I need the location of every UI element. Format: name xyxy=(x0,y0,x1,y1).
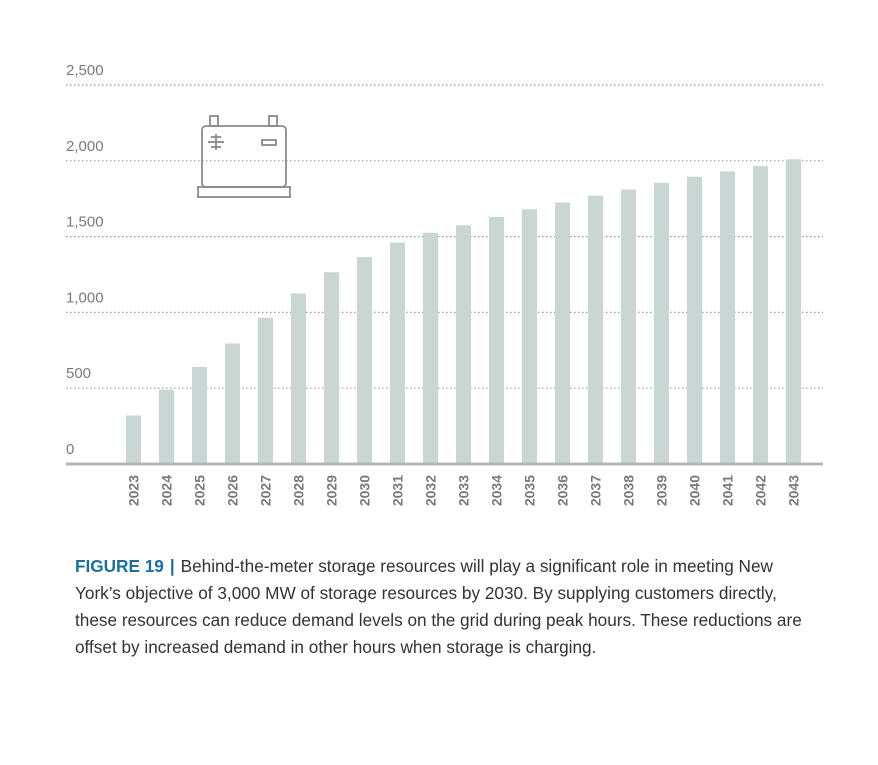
bar xyxy=(753,166,768,463)
bar xyxy=(621,189,636,463)
bar xyxy=(126,415,141,463)
y-tick-label: 0 xyxy=(66,441,74,458)
bar xyxy=(588,195,603,463)
battery-icon xyxy=(197,115,291,198)
y-tick-label: 2,000 xyxy=(66,138,104,155)
x-tick-label: 2025 xyxy=(192,475,208,506)
x-tick-label: 2043 xyxy=(786,475,802,506)
x-tick-label: 2039 xyxy=(654,475,670,506)
bar xyxy=(192,366,207,463)
bar xyxy=(390,242,405,463)
caption-text: Behind-the-meter storage resources will … xyxy=(75,556,802,657)
caption-separator: | xyxy=(169,556,175,576)
bar xyxy=(720,171,735,463)
figure-label: FIGURE 19 xyxy=(75,556,164,576)
x-tick-label: 2042 xyxy=(753,475,769,506)
y-tick-label: 1,500 xyxy=(66,214,104,231)
x-tick-label: 2032 xyxy=(423,475,439,506)
x-tick-label: 2033 xyxy=(456,475,472,506)
x-tick-label: 2026 xyxy=(225,475,241,506)
bar xyxy=(687,176,702,463)
bar xyxy=(423,232,438,463)
bar xyxy=(456,225,471,463)
x-tick-label: 2035 xyxy=(522,475,538,506)
bar xyxy=(159,389,174,463)
gridlines xyxy=(66,84,823,389)
bar xyxy=(258,317,273,463)
bar xyxy=(522,209,537,463)
x-tick-label: 2031 xyxy=(390,475,406,506)
x-tick-label: 2023 xyxy=(126,475,142,506)
y-tick-label: 500 xyxy=(66,365,91,382)
x-tick-label: 2027 xyxy=(258,475,274,506)
bar xyxy=(357,257,372,463)
x-tick-label: 2024 xyxy=(159,475,175,506)
y-tick-label: 1,000 xyxy=(66,289,104,306)
x-axis-ticks: 2023 2024 2025 2026 2027 2028 2029 2030 2031 2032… xyxy=(126,475,802,506)
y-tick-label: 2,500 xyxy=(66,62,104,79)
bar xyxy=(324,272,339,463)
x-tick-label: 2029 xyxy=(324,475,340,506)
bar xyxy=(654,182,669,463)
x-tick-label: 2041 xyxy=(720,475,736,506)
x-tick-label: 2038 xyxy=(621,475,637,506)
bar xyxy=(786,159,801,463)
bar xyxy=(555,202,570,463)
x-tick-label: 2030 xyxy=(357,475,373,506)
x-tick-label: 2034 xyxy=(489,475,505,506)
x-tick-label: 2036 xyxy=(555,475,571,506)
bar xyxy=(489,216,504,463)
bar xyxy=(291,293,306,463)
bars xyxy=(126,159,801,463)
y-axis-ticks: 0 500 1,000 1,500 2,000 2,500 xyxy=(66,62,104,458)
x-tick-label: 2040 xyxy=(687,475,703,506)
figure-caption: FIGURE 19 | Behind-the-meter storage resou… xyxy=(75,553,815,661)
x-tick-label: 2037 xyxy=(588,475,604,506)
x-tick-label: 2028 xyxy=(291,475,307,506)
bar xyxy=(225,343,240,463)
